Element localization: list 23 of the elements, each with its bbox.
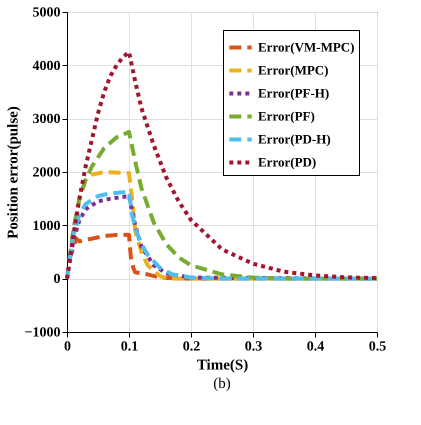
x-axis-title: Time(S) <box>196 358 248 374</box>
legend-label: Error(MPC) <box>258 62 329 78</box>
y-axis-title: Position error(pulse) <box>6 106 22 239</box>
y-tick-label: 4000 <box>32 58 60 74</box>
legend-label: Error(PF) <box>258 108 315 124</box>
x-tick-label: 0.4 <box>306 340 324 354</box>
y-tick-label: 5000 <box>32 6 60 20</box>
legend-label: Error(PD-H) <box>258 132 331 146</box>
text: (b) <box>213 376 231 392</box>
y-tick-label: −1000 <box>24 326 60 340</box>
line-series <box>65 130 379 281</box>
x-tick-label: 0.5 <box>368 340 386 354</box>
legend-label: Error(VM-MPC) <box>258 40 354 54</box>
x-tick-label: 0.3 <box>244 340 262 354</box>
y-tick-label: 0 <box>54 272 60 288</box>
y-tick-label: 3000 <box>32 112 60 128</box>
legend-label: Error(PF-H) <box>258 86 330 100</box>
x-tick-label: 0 <box>64 340 71 354</box>
y-tick-label: 2000 <box>32 166 60 180</box>
y-tick-label: 1000 <box>32 218 60 234</box>
legend-label: Error(PD) <box>258 154 316 170</box>
x-tick-label: 0.1 <box>120 340 138 354</box>
x-tick-label: 0.2 <box>182 340 200 354</box>
